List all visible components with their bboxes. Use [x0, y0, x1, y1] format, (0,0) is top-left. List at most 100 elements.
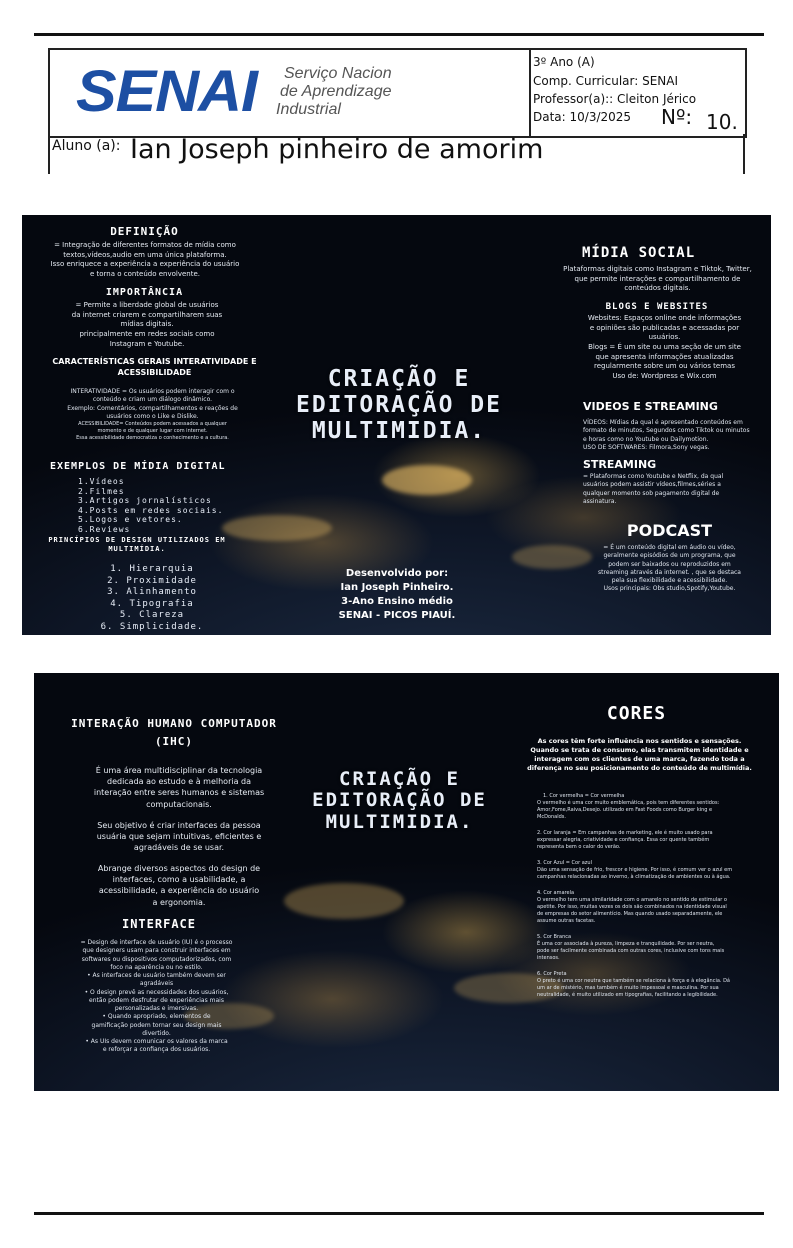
midia-line: conteúdos digitais. — [624, 284, 691, 293]
blogs-heading: BLOGS E WEBSITES — [605, 302, 709, 312]
cores-intro-line: diferença no seu posicionamento do conte… — [527, 763, 752, 772]
definicao-text: = Integração de diferentes formatos de m… — [30, 241, 260, 280]
cor-item-branca: 5. Cor Branca É uma cor associada à pure… — [537, 934, 769, 962]
caracteristicas-line: INTERATIVIDADE = Os usuários podem inter… — [70, 388, 235, 395]
cor-item-vermelha: 1. Cor vermelha = Cor vermelha O vermelh… — [537, 793, 769, 821]
slide1-title-line-2: EDITORAÇÃO DE — [295, 391, 502, 418]
ihc-line: dedicada ao estudo e à melhoria da — [106, 777, 252, 787]
cor-line: 5. Cor Branca — [537, 934, 572, 940]
interface-line: foco na aparência ou no estilo. — [110, 963, 203, 971]
definicao-line: Isso enriquece a experiência a experiênc… — [50, 260, 240, 269]
principio-item: 3. Alinhamento — [107, 587, 197, 598]
city-lights-glow — [222, 515, 332, 541]
principio-item: 2. Proximidade — [107, 575, 197, 586]
cor-line: apetite. Por isso, muitas vezes os dois … — [537, 904, 727, 910]
ihc-line: computacionais. — [146, 799, 212, 809]
exemplo-item: 5.Logos e vetores. — [78, 515, 183, 525]
cor-line: 2. Cor laranja = Em campanhas de marketi… — [537, 830, 713, 836]
ihc-line: Abrange diversos aspectos do design de — [97, 864, 261, 873]
streaming-line: qualquer momento sob pagamento digital d… — [583, 489, 720, 497]
importancia-line: da internet criarem e compartilharem sua… — [71, 310, 223, 319]
ihc-line: interação entre seres humanos e sistemas — [93, 788, 265, 798]
caracteristicas-heading-line: ACESSIBILIDADE — [117, 368, 192, 378]
principios-list: 1. Hierarquia 2. Proximidade 3. Alinhame… — [82, 564, 222, 633]
caracteristicas-line: conteúdo e criam um diálogo dinâmico. — [92, 396, 213, 404]
podcast-line: podem ser baixados ou reproduzidos em — [608, 560, 731, 568]
exemplo-item: 3.Artigos jornalísticos — [78, 496, 212, 506]
aluno-row-left-border — [48, 134, 50, 174]
exemplos-list: 1.Vídeos 2.Filmes 3.Artigos jornalístico… — [78, 477, 223, 535]
componente-text: Comp. Curricular: SENAI — [533, 74, 679, 88]
definicao-line: = Integração de diferentes formatos de m… — [54, 241, 236, 249]
cor-item-preta: 6. Cor Preta O preto é uma cor neutra qu… — [537, 971, 769, 999]
interface-line: agradáveis — [139, 980, 174, 988]
interface-line: gamificação podem tornar seu design mais — [91, 1021, 222, 1029]
slide2-title-line-1: CRIAÇÃO E — [339, 768, 460, 790]
blogs-text: Websites: Espaços online onde informaçõe… — [577, 314, 752, 382]
podcast-line: streaming através da internet. , que se … — [598, 568, 741, 576]
midia-social-heading: MÍDIA SOCIAL — [582, 245, 696, 261]
videos-line: formato de minutos, Segundos como Tiktok… — [583, 427, 750, 435]
interface-line: então podem desfrutar de experiências ma… — [89, 996, 224, 1004]
cor-line: campanhas relacionadas ao inverno, à cli… — [537, 874, 731, 880]
cor-line: O vermelho é uma cor muito emblemática, … — [537, 800, 720, 806]
caracteristicas-heading-line: CARACTERÍSTICAS GERAIS INTERATIVIDADE E — [52, 357, 257, 366]
cor-line: representa bem o calor do verão. — [537, 844, 621, 850]
principios-heading-line: MULTIMÍDIA. — [108, 545, 166, 554]
slide1-title: CRIAÇÃO E EDITORAÇÃO DE MULTIMIDIA. — [254, 366, 544, 444]
professor-text: Professor(a):: Cleiton Jérico — [533, 92, 697, 106]
cor-line: 6. Cor Preta — [537, 971, 567, 977]
ihc-line: a ergonomia. — [152, 897, 206, 907]
ihc-heading-line: INTERAÇÃO HUMANO COMPUTADOR — [71, 717, 277, 730]
cor-line: 4. Cor amarela — [537, 890, 575, 896]
slide2-title-line-3: MULTIMIDIA. — [325, 810, 474, 833]
ihc-paragraph-2: Seu objetivo é criar interfaces da pesso… — [84, 820, 274, 854]
slide1-title-line-1: CRIAÇÃO E — [327, 366, 471, 392]
interface-line: softwares ou dispositivos computadorizad… — [81, 955, 232, 963]
ihc-paragraph-1: É uma área multidisciplinar da tecnologi… — [84, 765, 274, 810]
podcast-line: pela sua flexibilidade e acessibilidade. — [611, 577, 728, 585]
blogs-line: Blogs = É um site ou uma seção de um sit… — [588, 342, 741, 351]
ihc-line: agradáveis de se usar. — [133, 843, 225, 853]
aluno-name: Ian Joseph pinheiro de amorim — [130, 134, 544, 165]
blogs-line: regularmente sobre um ou vários temas — [593, 362, 735, 371]
credits-line: 3-Ano Ensino médio — [341, 596, 453, 607]
credits-line: Desenvolvido por: — [345, 568, 449, 579]
ano-text: 3º Ano (A) — [533, 55, 595, 69]
cor-item-amarela: 4. Cor amarela O vermelho tem uma simila… — [537, 890, 769, 925]
podcast-text: = É um conteúdo digital em áudio ou víde… — [577, 544, 762, 594]
senai-logo-sub-2: de Aprendizage — [280, 83, 392, 100]
senai-logo-sub-3: Industrial — [276, 101, 341, 118]
podcast-line: = É um conteúdo digital em áudio ou víde… — [603, 544, 736, 551]
ihc-line: Seu objetivo é criar interfaces da pesso… — [97, 821, 261, 830]
cores-intro-line: As cores têm forte influência nos sentid… — [537, 737, 742, 745]
cores-list: 1. Cor vermelha = Cor vermelha O vermelh… — [537, 793, 769, 999]
interface-line: divertido. — [142, 1029, 171, 1037]
videos-text: VÍDEOS: Mídias da qual é apresentado con… — [583, 419, 763, 452]
principio-item: 4. Tipografia — [110, 598, 194, 609]
videos-line: VÍDEOS: Mídias da qual é apresentado con… — [583, 419, 743, 426]
definicao-line: textos,vídeos,audio em uma única platafo… — [63, 250, 227, 259]
principios-heading-line: PRINCÍPIOS DE DESIGN UTILIZADOS EM — [48, 536, 226, 544]
ihc-paragraph-3: Abrange diversos aspectos do design de i… — [84, 863, 274, 908]
city-lights-glow — [284, 883, 404, 919]
cores-intro: As cores têm forte influência nos sentid… — [512, 737, 767, 773]
blogs-line: Uso de: Wordpress e Wix.com — [612, 371, 717, 380]
definicao-line: e torna o conteúdo envolvente. — [89, 269, 201, 278]
cor-line: McDonalds. — [537, 814, 566, 820]
principio-item: 5. Clareza — [119, 610, 185, 621]
importancia-line: principalmente em redes sociais como — [79, 329, 215, 338]
header-divider — [529, 48, 531, 136]
numero-value: 10. — [706, 110, 738, 134]
videos-heading: VIDEOS E STREAMING — [583, 400, 718, 413]
aluno-row-right-border — [743, 134, 745, 174]
blogs-line: usuários. — [648, 333, 681, 342]
city-lights-glow — [382, 465, 472, 495]
streaming-line: assinatura. — [583, 497, 617, 505]
cor-line: Dão uma sensação de frio, frescor e higi… — [537, 867, 733, 873]
senai-logo-sub-1: Serviço Nacion — [284, 65, 392, 82]
interface-line: e reforçar a confiança dos usuários. — [102, 1046, 211, 1054]
cores-intro-line: interagem com os clientes de uma marca, … — [534, 754, 745, 763]
cor-line: de empresas do setor alimentício. Mas qu… — [537, 911, 723, 917]
cor-line: intensos. — [537, 955, 560, 961]
